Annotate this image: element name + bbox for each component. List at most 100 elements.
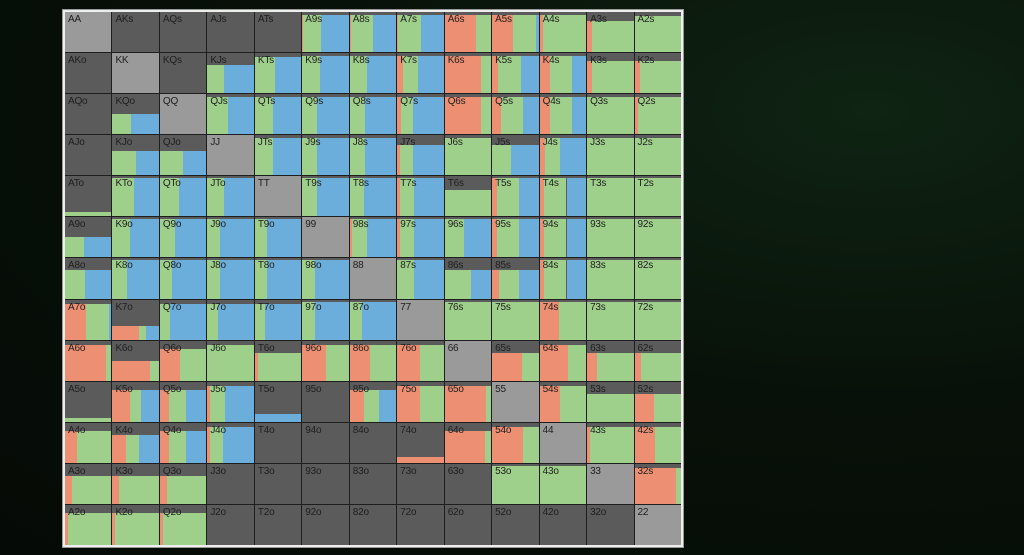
hand-cell-86o[interactable]: 86o (349, 340, 397, 381)
hand-cell-J6o[interactable]: J6o (207, 340, 254, 381)
hand-cell-AKs[interactable]: AKs (112, 12, 159, 53)
hand-cell-82s[interactable]: 82s (634, 258, 681, 299)
hand-cell-KK[interactable]: KK (112, 53, 159, 94)
hand-cell-72s[interactable]: 72s (634, 299, 681, 340)
hand-cell-T9o[interactable]: T9o (254, 217, 302, 258)
hand-cell-96s[interactable]: 96s (444, 217, 492, 258)
hand-cell-J2o[interactable]: J2o (207, 504, 254, 545)
hand-cell-JTs[interactable]: JTs (254, 135, 302, 176)
hand-cell-KQs[interactable]: KQs (159, 53, 207, 94)
hand-cell-KQo[interactable]: KQo (112, 94, 159, 135)
hand-cell-64s[interactable]: 64s (539, 340, 587, 381)
hand-cell-ATs[interactable]: ATs (254, 12, 302, 53)
hand-cell-52s[interactable]: 52s (634, 381, 681, 422)
hand-cell-QTs[interactable]: QTs (254, 94, 302, 135)
hand-cell-KJs[interactable]: KJs (207, 53, 254, 94)
hand-cell-73s[interactable]: 73s (587, 299, 634, 340)
hand-cell-T8o[interactable]: T8o (254, 258, 302, 299)
hand-cell-A7s[interactable]: A7s (397, 12, 444, 53)
hand-cell-J4s[interactable]: J4s (539, 135, 587, 176)
hand-cell-J3o[interactable]: J3o (207, 463, 254, 504)
hand-cell-55[interactable]: 55 (492, 381, 539, 422)
hand-cell-74s[interactable]: 74s (539, 299, 587, 340)
hand-cell-A9o[interactable]: A9o (65, 217, 112, 258)
hand-cell-AQo[interactable]: AQo (65, 94, 112, 135)
hand-cell-AJo[interactable]: AJo (65, 135, 112, 176)
hand-cell-J5o[interactable]: J5o (207, 381, 254, 422)
hand-cell-J5s[interactable]: J5s (492, 135, 539, 176)
hand-cell-A4o[interactable]: A4o (65, 422, 112, 463)
hand-cell-T7s[interactable]: T7s (397, 176, 444, 217)
hand-cell-K7o[interactable]: K7o (112, 299, 159, 340)
hand-cell-64o[interactable]: 64o (444, 422, 492, 463)
hand-cell-42o[interactable]: 42o (539, 504, 587, 545)
hand-cell-T2o[interactable]: T2o (254, 504, 302, 545)
hand-cell-QQ[interactable]: QQ (159, 94, 207, 135)
hand-cell-84s[interactable]: 84s (539, 258, 587, 299)
hand-cell-T6o[interactable]: T6o (254, 340, 302, 381)
hand-cell-T9s[interactable]: T9s (302, 176, 349, 217)
hand-cell-T3o[interactable]: T3o (254, 463, 302, 504)
hand-cell-62o[interactable]: 62o (444, 504, 492, 545)
hand-cell-A5o[interactable]: A5o (65, 381, 112, 422)
hand-cell-TT[interactable]: TT (254, 176, 302, 217)
hand-cell-85o[interactable]: 85o (349, 381, 397, 422)
hand-cell-J6s[interactable]: J6s (444, 135, 492, 176)
hand-cell-Q4s[interactable]: Q4s (539, 94, 587, 135)
hand-cell-Q4o[interactable]: Q4o (159, 422, 207, 463)
hand-cell-T5s[interactable]: T5s (492, 176, 539, 217)
hand-cell-93o[interactable]: 93o (302, 463, 349, 504)
hand-cell-88[interactable]: 88 (349, 258, 397, 299)
hand-cell-98o[interactable]: 98o (302, 258, 349, 299)
hand-cell-A3o[interactable]: A3o (65, 463, 112, 504)
hand-cell-63s[interactable]: 63s (587, 340, 634, 381)
hand-cell-K2s[interactable]: K2s (634, 53, 681, 94)
hand-cell-95o[interactable]: 95o (302, 381, 349, 422)
hand-cell-76o[interactable]: 76o (397, 340, 444, 381)
hand-cell-43o[interactable]: 43o (539, 463, 587, 504)
hand-cell-T8s[interactable]: T8s (349, 176, 397, 217)
hand-cell-85s[interactable]: 85s (492, 258, 539, 299)
hand-cell-Q9o[interactable]: Q9o (159, 217, 207, 258)
hand-cell-54s[interactable]: 54s (539, 381, 587, 422)
hand-cell-J7s[interactable]: J7s (397, 135, 444, 176)
hand-cell-22[interactable]: 22 (634, 504, 681, 545)
hand-cell-Q6s[interactable]: Q6s (444, 94, 492, 135)
hand-cell-32s[interactable]: 32s (634, 463, 681, 504)
hand-cell-A8o[interactable]: A8o (65, 258, 112, 299)
hand-cell-99[interactable]: 99 (302, 217, 349, 258)
hand-cell-84o[interactable]: 84o (349, 422, 397, 463)
hand-cell-AA[interactable]: AA (65, 12, 112, 53)
hand-cell-K4s[interactable]: K4s (539, 53, 587, 94)
hand-cell-J8o[interactable]: J8o (207, 258, 254, 299)
hand-cell-Q8o[interactable]: Q8o (159, 258, 207, 299)
hand-cell-K9s[interactable]: K9s (302, 53, 349, 94)
hand-cell-53o[interactable]: 53o (492, 463, 539, 504)
hand-cell-KTs[interactable]: KTs (254, 53, 302, 94)
hand-cell-A5s[interactable]: A5s (492, 12, 539, 53)
hand-cell-J8s[interactable]: J8s (349, 135, 397, 176)
hand-cell-73o[interactable]: 73o (397, 463, 444, 504)
hand-cell-K8o[interactable]: K8o (112, 258, 159, 299)
hand-cell-96o[interactable]: 96o (302, 340, 349, 381)
hand-cell-J4o[interactable]: J4o (207, 422, 254, 463)
hand-cell-K6s[interactable]: K6s (444, 53, 492, 94)
hand-cell-K2o[interactable]: K2o (112, 504, 159, 545)
hand-cell-74o[interactable]: 74o (397, 422, 444, 463)
hand-cell-97s[interactable]: 97s (397, 217, 444, 258)
hand-cell-K3o[interactable]: K3o (112, 463, 159, 504)
hand-cell-Q3o[interactable]: Q3o (159, 463, 207, 504)
hand-cell-87s[interactable]: 87s (397, 258, 444, 299)
hand-cell-JJ[interactable]: JJ (207, 135, 254, 176)
hand-cell-J2s[interactable]: J2s (634, 135, 681, 176)
hand-cell-AJs[interactable]: AJs (207, 12, 254, 53)
hand-cell-T4s[interactable]: T4s (539, 176, 587, 217)
hand-cell-A3s[interactable]: A3s (587, 12, 634, 53)
hand-cell-AKo[interactable]: AKo (65, 53, 112, 94)
hand-cell-A8s[interactable]: A8s (349, 12, 397, 53)
hand-cell-J9o[interactable]: J9o (207, 217, 254, 258)
hand-cell-94o[interactable]: 94o (302, 422, 349, 463)
hand-cell-Q9s[interactable]: Q9s (302, 94, 349, 135)
hand-cell-44[interactable]: 44 (539, 422, 587, 463)
hand-cell-77[interactable]: 77 (397, 299, 444, 340)
